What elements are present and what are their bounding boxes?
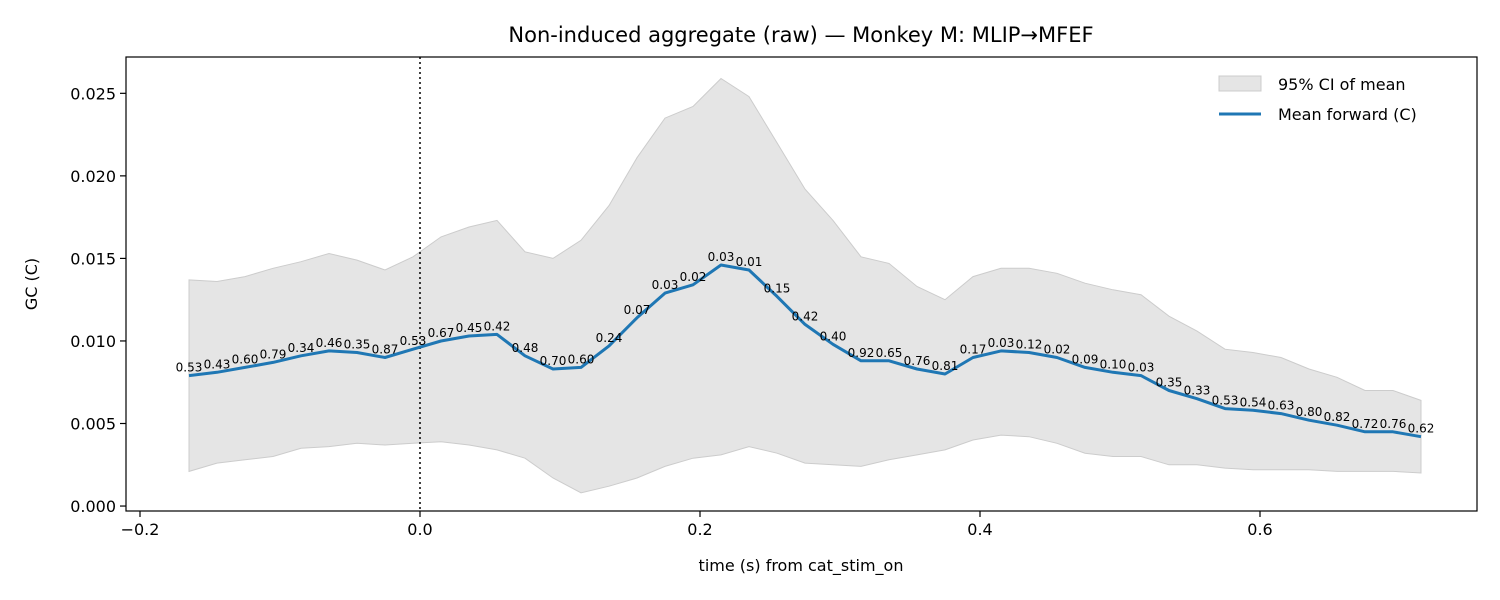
point-label: 0.34 — [288, 341, 315, 355]
point-label: 0.76 — [904, 354, 931, 368]
point-label: 0.48 — [512, 341, 539, 355]
point-label: 0.33 — [1184, 384, 1211, 398]
point-label: 0.62 — [1408, 422, 1435, 436]
point-label: 0.79 — [260, 347, 287, 361]
y-axis-label: GC (C) — [22, 258, 41, 310]
point-label: 0.67 — [428, 326, 455, 340]
point-label: 0.80 — [1296, 405, 1323, 419]
plot-area: 0.53 0.43 0.60 0.79 0.34 0.46 0.35 0.870.530.67… — [176, 57, 1435, 511]
point-label: 0.09 — [1072, 352, 1099, 366]
point-label: 0.81 — [932, 359, 959, 373]
x-tick-label: 0.0 — [407, 520, 432, 539]
point-label: 0.54 — [1240, 395, 1267, 409]
ci-band — [188, 77, 1422, 494]
point-label: 0.42 — [792, 309, 819, 323]
point-label: 0.46 — [316, 336, 343, 350]
x-axis: −0.2 0.0 0.2 0.4 0.6 — [121, 511, 1273, 539]
y-tick-label: 0.020 — [70, 167, 116, 186]
point-label: 0.02 — [1044, 343, 1071, 357]
y-axis: 0.000 0.005 0.010 0.015 0.020 0.025 — [70, 84, 126, 516]
point-label: 0.10 — [1100, 357, 1127, 371]
legend-label-ci: 95% CI of mean — [1278, 75, 1406, 94]
point-label: 0.12 — [1016, 338, 1043, 352]
point-label: 0.72 — [1352, 417, 1379, 431]
point-label: 0.92 — [848, 346, 875, 360]
point-label: 0.42 — [484, 319, 511, 333]
point-label: 0.07 — [624, 303, 651, 317]
point-label: 0.60 — [568, 352, 595, 366]
legend-label-mean: Mean forward (C) — [1278, 105, 1417, 124]
x-tick-label: 0.4 — [967, 520, 992, 539]
x-tick-label: 0.6 — [1247, 520, 1272, 539]
point-label: 0.87 — [372, 343, 399, 357]
y-tick-label: 0.005 — [70, 415, 116, 434]
chart-title: Non-induced aggregate (raw) — Monkey M: … — [508, 23, 1093, 47]
x-axis-label: time (s) from cat_stim_on — [699, 556, 904, 576]
point-label: 0.35 — [1156, 376, 1183, 390]
y-tick-label: 0.000 — [70, 497, 116, 516]
point-label: 0.03 — [1128, 361, 1155, 375]
point-labels: 0.53 0.43 0.60 0.79 0.34 0.46 0.35 0.870.530.67… — [176, 250, 1435, 436]
y-tick-label: 0.010 — [70, 332, 116, 351]
point-label: 0.53 — [1212, 394, 1239, 408]
point-label: 0.53 — [400, 334, 427, 348]
point-label: 0.01 — [736, 255, 763, 269]
x-tick-label: 0.2 — [687, 520, 712, 539]
point-label: 0.45 — [456, 321, 483, 335]
point-label: 0.03 — [708, 250, 735, 264]
point-label: 0.63 — [1268, 399, 1295, 413]
legend-swatch-ci — [1218, 75, 1262, 92]
point-label: 0.40 — [820, 329, 847, 343]
x-tick-label: −0.2 — [121, 520, 160, 539]
point-label: 0.60 — [232, 352, 259, 366]
point-label: 0.17 — [960, 343, 987, 357]
y-tick-label: 0.025 — [70, 84, 116, 103]
point-label: 0.70 — [540, 354, 567, 368]
point-label: 0.82 — [1324, 410, 1351, 424]
point-label: 0.43 — [204, 357, 231, 371]
point-label: 0.65 — [876, 346, 903, 360]
axes-frame — [125, 56, 1478, 512]
y-tick-label: 0.015 — [70, 249, 116, 268]
series-line-mean-forward — [188, 263, 1422, 439]
point-label: 0.03 — [652, 278, 679, 292]
point-label: 0.35 — [344, 338, 371, 352]
point-label: 0.15 — [764, 281, 791, 295]
legend: 95% CI of mean Mean forward (C) — [1218, 75, 1417, 124]
point-label: 0.53 — [176, 361, 203, 375]
point-label: 0.24 — [596, 331, 623, 345]
point-label: 0.02 — [680, 270, 707, 284]
point-label: 0.03 — [988, 336, 1015, 350]
point-label: 0.76 — [1380, 417, 1407, 431]
